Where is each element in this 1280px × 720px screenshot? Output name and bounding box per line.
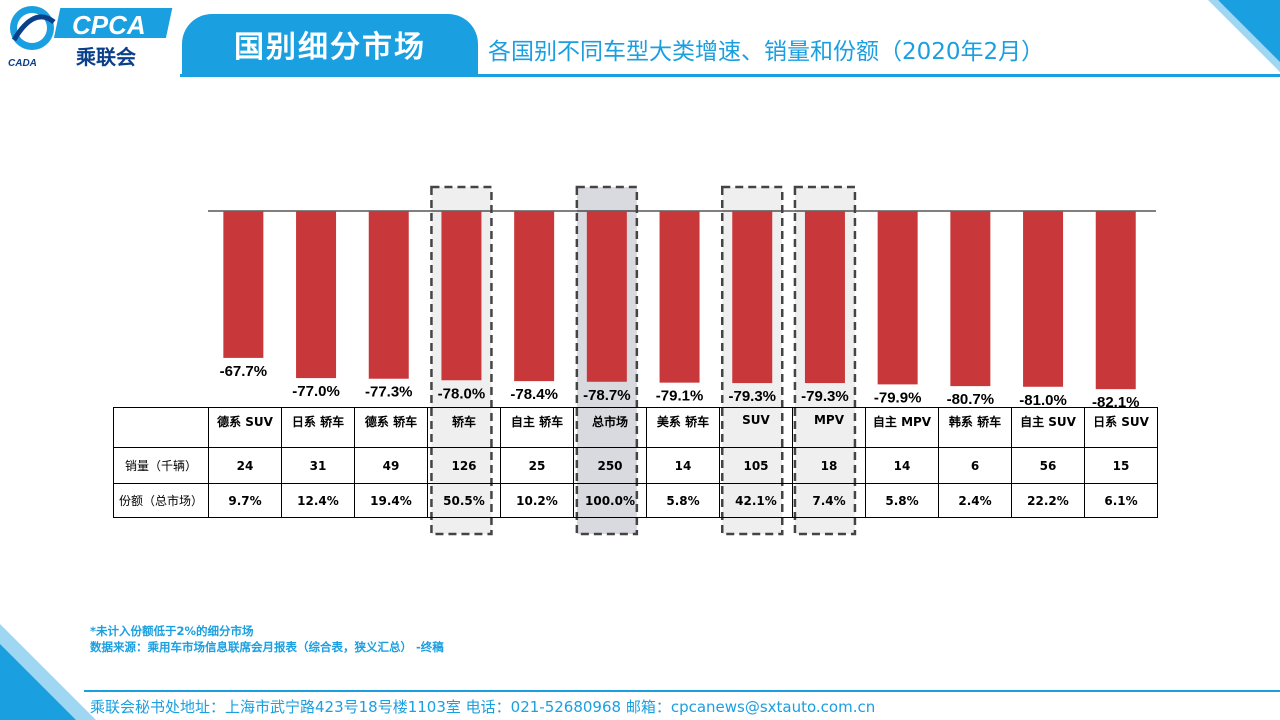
share-cell: 5.8% [646,483,720,518]
share-cell: 2.4% [938,483,1012,518]
logo-small: CADA [8,58,37,69]
logo-cn: 乘联会 [75,45,136,69]
volume-cell: 24 [208,447,282,484]
volume-cell: 18 [792,447,866,484]
highlight-frame [721,185,784,536]
bar [659,211,700,383]
footer-rule [84,690,1280,692]
bar [296,211,337,379]
share-cell: 22.2% [1011,483,1085,518]
column-header: 美系 轿车 [646,407,720,448]
share-cell: 100.0% [573,483,647,518]
volume-cell: 6 [938,447,1012,484]
bar [223,211,264,358]
volume-cell: 105 [719,447,793,484]
slide-subtitle: 各国别不同车型大类增速、销量和份额（2020年2月） [488,39,1045,65]
column-header: 自主 轿车 [500,407,574,448]
footnote: *未计入份额低于2%的细分市场 数据来源：乘用车市场信息联席会月报表（综合表，狭… [90,623,444,655]
column-header: 自主 SUV [1011,407,1085,448]
data-label: -81.0% [1019,392,1067,409]
data-label: -79.3% [801,388,849,405]
table-header-row: 德系 SUV 日系 轿车 德系 轿车 轿车 自主 轿车 总市场 美系 轿车 SUV MPV 自主 … [113,407,1158,448]
footer-contact: 乘联会秘书处地址：上海市武宁路423号18号楼1103室 电话：021-5268… [90,698,876,716]
row-label: 份额（总市场） [113,483,209,518]
corner-decoration [1208,0,1280,72]
data-label: -67.7% [220,363,268,380]
column-header: 总市场 [573,407,647,448]
volume-cell: 14 [865,447,939,484]
logo-text: CPCA [72,10,146,40]
bar [514,211,555,382]
column-header: 轿车 [427,407,501,448]
share-cell: 9.7% [208,483,282,518]
bar [732,211,773,384]
share-cell: 50.5% [427,483,501,518]
volume-cell: 250 [573,447,647,484]
share-cell: 7.4% [792,483,866,518]
share-cell: 6.1% [1084,483,1158,518]
bar [368,211,409,379]
bar [441,211,482,381]
bar [586,211,627,382]
data-label: -82.1% [1092,394,1140,411]
header-rule [180,74,1280,77]
volume-cell: 14 [646,447,720,484]
data-table: 德系 SUV 日系 轿车 德系 轿车 轿车 自主 轿车 总市场 美系 轿车 SUV MPV 自主 … [113,407,1158,518]
table-corner-cell [113,407,209,448]
data-label: -80.7% [947,391,995,408]
bar [950,211,991,387]
bar [804,211,845,384]
highlight-frame [793,185,857,536]
column-header: 日系 SUV [1084,407,1158,448]
volume-cell: 56 [1011,447,1085,484]
data-label: -78.4% [510,386,558,403]
volume-cell: 49 [354,447,428,484]
row-label: 销量（千辆） [113,447,209,484]
volume-cell: 31 [281,447,355,484]
share-cell: 12.4% [281,483,355,518]
bar [1023,211,1064,387]
table-row: 份额（总市场） 9.7% 12.4% 19.4% 50.5% 10.2% 100.0% 5.… [113,483,1158,518]
bar [877,211,918,385]
share-cell: 10.2% [500,483,574,518]
column-header: 德系 SUV [208,407,282,448]
data-label: -77.3% [365,384,413,401]
share-cell: 19.4% [354,483,428,518]
share-cell: 42.1% [719,483,793,518]
data-label: -78.7% [583,387,631,404]
data-source: 数据来源：乘用车市场信息联席会月报表（综合表，狭义汇总） -终稿 [90,640,444,654]
data-label: -79.1% [656,388,704,405]
footnote-line: *未计入份额低于2%的细分市场 [90,624,254,638]
column-header: 日系 轿车 [281,407,355,448]
cpca-logo: CPCA 乘联会 CADA [8,6,173,69]
column-header: 德系 轿车 [354,407,428,448]
volume-cell: 15 [1084,447,1158,484]
bar [1095,211,1136,390]
column-header: MPV [792,407,866,448]
share-cell: 5.8% [865,483,939,518]
highlight-frame [575,185,639,536]
table-row: 销量（千辆） 24 31 49 126 25 250 14 105 18 14 6 56 15 [113,447,1158,484]
highlight-frame [430,185,493,536]
volume-cell: 25 [500,447,574,484]
data-label: -78.0% [438,385,486,402]
column-header: 韩系 轿车 [938,407,1012,448]
column-header: SUV [719,407,793,448]
data-label: -77.0% [292,383,340,400]
column-header: 自主 MPV [865,407,939,448]
data-label: -79.3% [728,388,776,405]
volume-cell: 126 [427,447,501,484]
data-label: -79.9% [874,389,922,406]
corner-decoration [0,624,96,720]
section-tab: 国别细分市场 [182,14,478,74]
